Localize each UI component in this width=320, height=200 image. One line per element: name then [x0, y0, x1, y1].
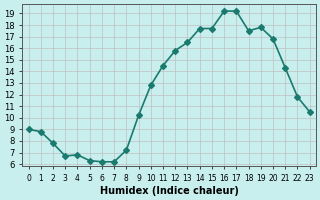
X-axis label: Humidex (Indice chaleur): Humidex (Indice chaleur) [100, 186, 239, 196]
